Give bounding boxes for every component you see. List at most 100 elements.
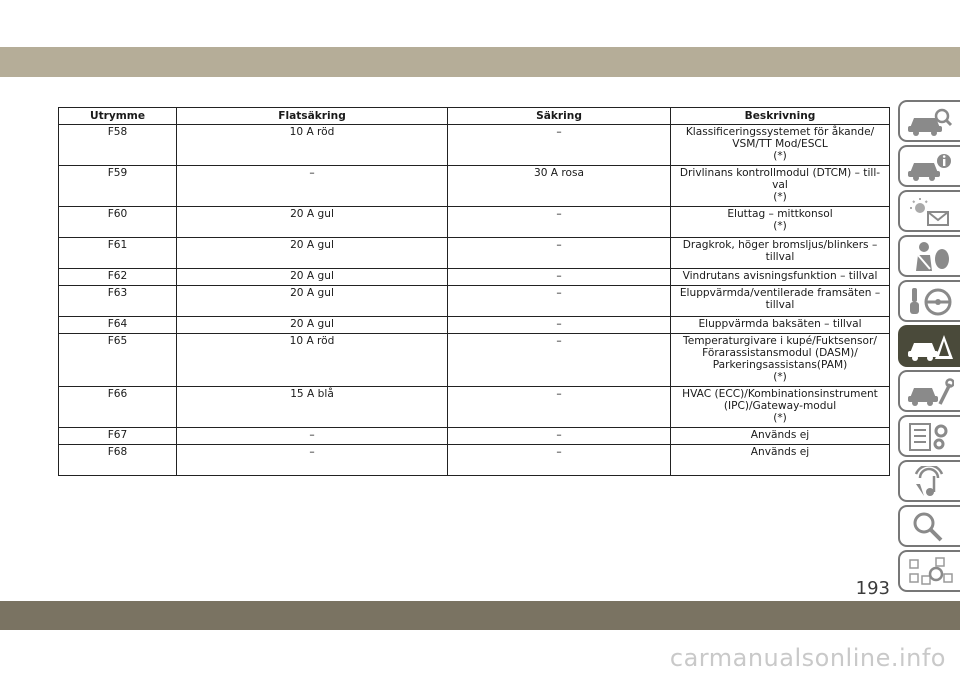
table-row: F61 20 A gul – Dragkrok, höger bromsljus…	[58, 237, 890, 269]
cavity-cell: F64	[58, 316, 177, 334]
blade-fuse-cell: 15 A blå	[176, 386, 448, 428]
blade-fuse-cell: –	[176, 165, 448, 207]
description-cell: Eluppvärmda baksäten – tillval	[670, 316, 890, 334]
description-line: (*)	[773, 371, 787, 383]
table-row: F63 20 A gul – Eluppvärmda/ventilerade f…	[58, 285, 890, 317]
description-line: tillval	[765, 299, 795, 311]
tab-in-case-of-emergency[interactable]	[898, 325, 960, 367]
description-cell: Vindrutans avisningsfunktion – tillval	[670, 268, 890, 286]
alphabetical-index-icon	[909, 557, 953, 585]
blade-fuse-cell: 20 A gul	[176, 285, 448, 317]
cartridge-fuse-cell: –	[447, 444, 671, 476]
cavity-cell: F66	[58, 386, 177, 428]
tab-technical-specifications[interactable]	[898, 415, 960, 457]
table-row: F66 15 A blå – HVAC (ECC)/Kombinationsin…	[58, 386, 890, 428]
search-magnifier-icon	[913, 512, 943, 542]
description-line: Temperaturgivare i kupé/Fuktsensor/	[683, 335, 877, 347]
cartridge-fuse-cell: 30 A rosa	[447, 165, 671, 207]
tab-warning-lights[interactable]	[898, 190, 960, 232]
key-steering-wheel-icon	[910, 288, 952, 316]
cartridge-fuse-cell: –	[447, 285, 671, 317]
description-line: Klassificeringssystemet för åkande/	[685, 126, 875, 138]
description-line: Drivlinans kontrollmodul (DTCM) – till-	[679, 167, 881, 179]
cavity-cell: F67	[58, 427, 177, 445]
table-row: F60 20 A gul – Eluttag – mittkonsol (*)	[58, 206, 890, 238]
warning-light-message-icon	[910, 198, 949, 226]
cartridge-fuse-cell: –	[447, 237, 671, 269]
description-line: Används ej	[750, 446, 810, 458]
cavity-cell: F63	[58, 285, 177, 317]
blade-fuse-cell: 20 A gul	[176, 316, 448, 334]
description-line: val	[772, 179, 788, 191]
description-cell: Används ej	[670, 427, 890, 445]
cavity-cell: F58	[58, 124, 177, 166]
footer-band	[0, 601, 960, 630]
tab-safety[interactable]	[898, 235, 960, 277]
cavity-cell: F62	[58, 268, 177, 286]
blade-fuse-cell: –	[176, 444, 448, 476]
header-description: Beskrivning	[670, 107, 890, 125]
cavity-cell: F68	[58, 444, 177, 476]
tab-search[interactable]	[898, 505, 960, 547]
site-watermark: carmanualsonline.info	[669, 644, 946, 672]
header-band	[0, 47, 960, 77]
description-line: (*)	[773, 412, 787, 424]
header-blade-fuse: Flatsäkring	[176, 107, 448, 125]
car-breakdown-warning-icon	[908, 335, 953, 361]
description-line: Parkeringsassistans(PAM)	[712, 359, 848, 371]
tab-starting-operating[interactable]	[898, 280, 960, 322]
blade-fuse-cell: 10 A röd	[176, 124, 448, 166]
header-cavity: Utrymme	[58, 107, 177, 125]
table-row: F58 10 A röd – Klassificeringssystemet f…	[58, 124, 890, 166]
cartridge-fuse-cell: –	[447, 316, 671, 334]
table-row: F59 – 30 A rosa Drivlinans kontrollmodul…	[58, 165, 890, 207]
description-cell: Eluppvärmda/ventilerade framsäten – till…	[670, 285, 890, 317]
description-line: Används ej	[750, 429, 810, 441]
car-info-icon	[908, 154, 951, 181]
car-magnifier-icon	[908, 108, 953, 136]
cartridge-fuse-cell: –	[447, 386, 671, 428]
description-line: Vindrutans avisningsfunktion – tillval	[682, 270, 878, 282]
description-cell: HVAC (ECC)/Kombinationsinstrument (IPC)/…	[670, 386, 890, 428]
blade-fuse-cell: 20 A gul	[176, 237, 448, 269]
description-cell: Klassificeringssystemet för åkande/ VSM/…	[670, 124, 890, 166]
description-cell: Eluttag – mittkonsol (*)	[670, 206, 890, 238]
cavity-cell: F59	[58, 165, 177, 207]
description-cell: Temperaturgivare i kupé/Fuktsensor/ Föra…	[670, 333, 890, 387]
description-line: VSM/TT Mod/ESCL	[732, 138, 828, 150]
table-row: F65 10 A röd – Temperaturgivare i kupé/F…	[58, 333, 890, 387]
description-line: Förarassistansmodul (DASM)/	[702, 347, 858, 359]
cavity-cell: F61	[58, 237, 177, 269]
description-line: tillval	[765, 251, 795, 263]
description-line: (*)	[773, 220, 787, 232]
header-cartridge-fuse: Säkring	[447, 107, 671, 125]
chapter-tabs	[898, 100, 960, 592]
tab-servicing[interactable]	[898, 370, 960, 412]
car-service-wrench-icon	[908, 378, 954, 406]
table-header-row: Utrymme Flatsäkring Säkring Beskrivning	[58, 107, 890, 125]
blade-fuse-cell: 20 A gul	[176, 268, 448, 286]
page-number: 193	[855, 578, 890, 599]
blade-fuse-cell: 20 A gul	[176, 206, 448, 238]
cartridge-fuse-cell: –	[447, 124, 671, 166]
tab-multimedia[interactable]	[898, 460, 960, 502]
description-cell: Dragkrok, höger bromsljus/blinkers – til…	[670, 237, 890, 269]
tab-car-magnifier[interactable]	[898, 100, 960, 142]
table-row: F67 – – Används ej	[58, 427, 890, 445]
tab-index[interactable]	[898, 550, 960, 592]
cartridge-fuse-cell: –	[447, 268, 671, 286]
cavity-cell: F60	[58, 206, 177, 238]
table-row: F68 – – Används ej	[58, 444, 890, 476]
description-line: (*)	[773, 150, 787, 162]
cartridge-fuse-cell: –	[447, 427, 671, 445]
description-line: Eluppvärmda/ventilerade framsäten –	[679, 287, 881, 299]
blade-fuse-cell: –	[176, 427, 448, 445]
checklist-gears-icon	[909, 423, 948, 451]
description-line: Eluppvärmda baksäten – tillval	[698, 318, 862, 330]
description-line: HVAC (ECC)/Kombinationsinstrument	[682, 388, 878, 400]
table-row: F64 20 A gul – Eluppvärmda baksäten – ti…	[58, 316, 890, 334]
description-cell: Drivlinans kontrollmodul (DTCM) – till- …	[670, 165, 890, 207]
cavity-cell: F65	[58, 333, 177, 387]
description-line: Dragkrok, höger bromsljus/blinkers –	[682, 239, 878, 251]
tab-car-info[interactable]	[898, 145, 960, 187]
